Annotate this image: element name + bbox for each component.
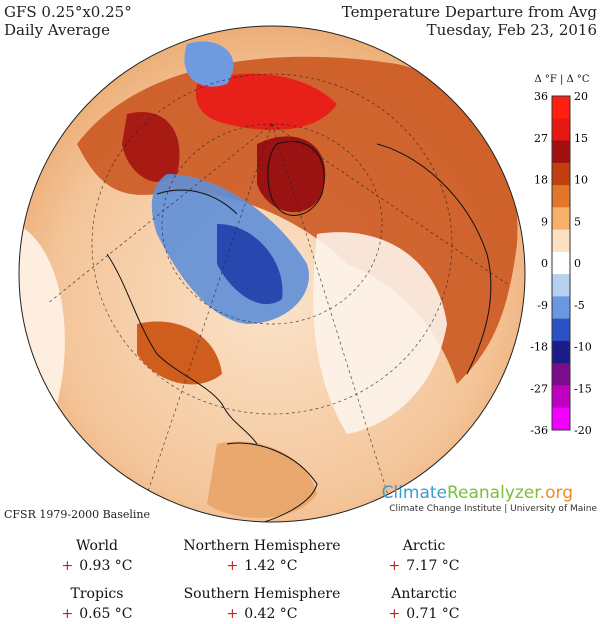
legend-color-step (552, 251, 570, 275)
stat-sign: + (61, 558, 74, 574)
stat-label: Northern Hemisphere (183, 538, 341, 554)
legend-tick-celsius: -20 (574, 424, 592, 437)
neutral-region-atlantic (313, 232, 447, 434)
globe-outline (18, 25, 526, 523)
stat-value: +0.71 °C (334, 606, 514, 622)
stat-label: World (76, 538, 118, 554)
legend-ticks: 36 20 27 15 18 10 9 5 0 0 -9 -5 -18 -10 -27 -15 -36 -20 (530, 90, 591, 437)
legend-tick-fahrenheit: -36 (530, 424, 548, 437)
stat-number: 0.65 °C (79, 606, 133, 622)
legend-tick-fahrenheit: 0 (541, 257, 548, 270)
legend-tick-celsius: 5 (574, 215, 581, 228)
stat-sign: + (226, 558, 239, 574)
globe-map (18, 25, 526, 523)
model-label: GFS 0.25°x0.25° (4, 3, 132, 21)
legend-color-step (552, 229, 570, 253)
stat-sign: + (388, 606, 401, 622)
stat-value: +0.93 °C (7, 558, 187, 574)
legend-tick-celsius: 0 (574, 257, 581, 270)
coastlines (106, 140, 492, 522)
legend-color-step (552, 140, 570, 164)
legend-colorbar (551, 95, 571, 431)
stat-number: 1.42 °C (244, 558, 298, 574)
stat-sign: + (226, 606, 239, 622)
legend-tick-fahrenheit: 36 (534, 90, 548, 103)
legend-tick-celsius: 20 (574, 90, 588, 103)
brand-part-org: .org (539, 483, 573, 503)
hot-spot-greenland (257, 136, 326, 213)
legend-tick-fahrenheit: 9 (541, 215, 548, 228)
legend-units: Δ °F | Δ °C (534, 74, 589, 85)
stat-value: +7.17 °C (334, 558, 514, 574)
brand-part-climate: Climate (381, 483, 447, 503)
legend-tick-celsius: 15 (574, 132, 588, 145)
stat-number: 7.17 °C (406, 558, 460, 574)
legend-tick-fahrenheit: -9 (537, 299, 548, 312)
baseline-label: CFSR 1979-2000 Baseline (4, 508, 150, 521)
legend-color-step (552, 162, 570, 186)
legend-color-step (552, 363, 570, 386)
legend-tick-fahrenheit: 18 (534, 174, 548, 187)
cold-core-canada (217, 224, 283, 305)
stat-value: +0.42 °C (172, 606, 352, 622)
average-label: Daily Average (4, 21, 110, 39)
legend-tick-celsius: -15 (574, 382, 592, 395)
stat-number: 0.42 °C (244, 606, 298, 622)
legend-color-step (552, 340, 570, 364)
legend-color-step (552, 96, 570, 119)
brand-logo[interactable]: ClimateReanalyzer.org (382, 483, 573, 503)
hot-spot-alaska (122, 112, 180, 183)
warm-region-us (137, 321, 222, 385)
legend-tick-celsius: 10 (574, 174, 588, 187)
graticule (46, 73, 508, 522)
brand-subtitle: Climate Change Institute | University of… (389, 504, 597, 514)
stat-label: Tropics (70, 586, 124, 602)
legend-color-step (552, 118, 570, 142)
south-america-region (207, 441, 317, 518)
stat-label: Antarctic (391, 586, 457, 602)
brand-part-reanalyzer: Reanalyzer (446, 483, 540, 503)
stat-value: +1.42 °C (172, 558, 352, 574)
map-date: Tuesday, Feb 23, 2016 (426, 21, 597, 39)
stat-label: Southern Hemisphere (183, 586, 341, 602)
stat-label: Arctic (402, 538, 446, 554)
legend-tick-fahrenheit: 27 (534, 132, 548, 145)
legend-color-step (552, 274, 570, 297)
stat-value: +0.65 °C (7, 606, 187, 622)
legend-color-step (552, 207, 570, 231)
stat-number: 0.71 °C (406, 606, 460, 622)
color-legend: Δ °F | Δ °C 36 20 27 15 18 10 9 5 0 0 -9 -5 -18 -10 -2… (530, 74, 591, 437)
legend-frame (551, 95, 571, 431)
legend-color-step (552, 185, 570, 208)
cold-region-north (184, 41, 234, 87)
stat-sign: + (388, 558, 401, 574)
hot-spot-siberia (195, 73, 337, 130)
legend-color-step (552, 385, 570, 409)
legend-tick-celsius: -10 (574, 341, 592, 354)
legend-color-step (552, 407, 570, 431)
legend-tick-celsius: -5 (574, 299, 585, 312)
legend-tick-fahrenheit: -18 (530, 341, 548, 354)
stat-sign: + (61, 606, 74, 622)
legend-tick-fahrenheit: -27 (530, 382, 548, 395)
stat-number: 0.93 °C (79, 558, 133, 574)
legend-color-step (552, 318, 570, 342)
legend-color-step (552, 296, 570, 320)
map-title: Temperature Departure from Avg (341, 3, 597, 21)
